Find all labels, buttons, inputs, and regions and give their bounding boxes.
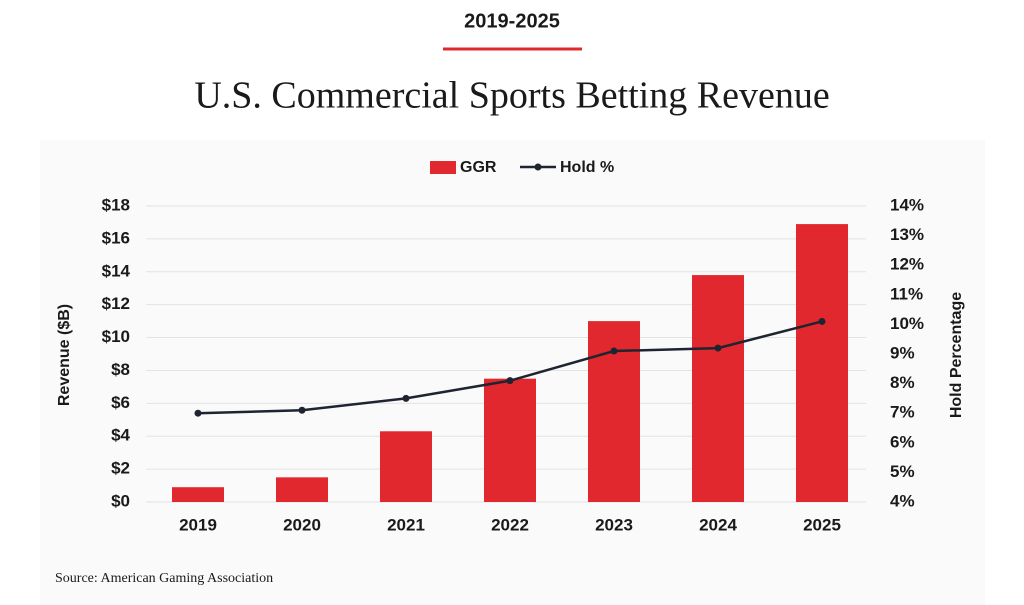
y2-tick-label: 11%: [890, 284, 923, 303]
legend-label: Hold %: [560, 159, 614, 176]
y-tick-label: $18: [102, 195, 130, 214]
bar: [796, 224, 848, 503]
y-tick-label: $0: [111, 491, 130, 510]
y2-tick-label: 8%: [890, 373, 915, 392]
line-point: [402, 394, 410, 402]
y2-tick-label: 7%: [890, 403, 915, 422]
x-tick-label: 2024: [699, 515, 737, 534]
y-tick-label: $6: [111, 393, 130, 412]
header: 2019-2025: [464, 10, 560, 32]
x-tick-label: 2019: [179, 515, 217, 534]
x-tick-label: 2025: [803, 515, 841, 534]
y-tick-label: $12: [102, 294, 130, 313]
x-tick-label: 2020: [283, 515, 321, 534]
y2-tick-label: 5%: [890, 462, 915, 481]
bar: [172, 487, 224, 502]
y-axis-label: Revenue ($B): [56, 304, 73, 406]
y2-tick-label: 4%: [890, 491, 915, 510]
legend-label: GGR: [460, 159, 497, 176]
line-point: [194, 409, 202, 417]
y-tick-label: $10: [102, 327, 130, 346]
y2-tick-label: 12%: [890, 255, 924, 274]
y2-axis-label: Hold Percentage: [948, 292, 965, 418]
line-point: [818, 317, 826, 325]
y2-tick-label: 14%: [890, 195, 924, 214]
line-point: [298, 406, 306, 414]
source: Source: American Gaming Association: [55, 571, 273, 586]
bar: [276, 477, 328, 502]
line-point: [506, 377, 514, 385]
y-tick-label: $4: [111, 426, 130, 445]
x-tick-label: 2022: [491, 515, 529, 534]
x-tick-label: 2023: [595, 515, 633, 534]
y2-tick-label: 13%: [890, 225, 924, 244]
y2-tick-label: 6%: [890, 432, 915, 451]
line-point: [610, 347, 618, 355]
chart-title: U.S. Commercial Sports Betting Revenue: [194, 75, 829, 117]
y-tick-label: $14: [102, 261, 131, 280]
y-tick-label: $2: [111, 459, 130, 478]
x-tick-label: 2021: [387, 515, 425, 534]
y-tick-label: $8: [111, 360, 130, 379]
bar: [692, 275, 744, 502]
bar: [380, 431, 432, 502]
bar: [484, 378, 536, 502]
legend-swatch: [430, 161, 456, 174]
y2-tick-label: 9%: [890, 343, 915, 362]
y2-tick-label: 10%: [890, 314, 924, 333]
legend-swatch: [534, 163, 542, 171]
line-point: [714, 344, 722, 352]
y-tick-label: $16: [102, 228, 130, 247]
